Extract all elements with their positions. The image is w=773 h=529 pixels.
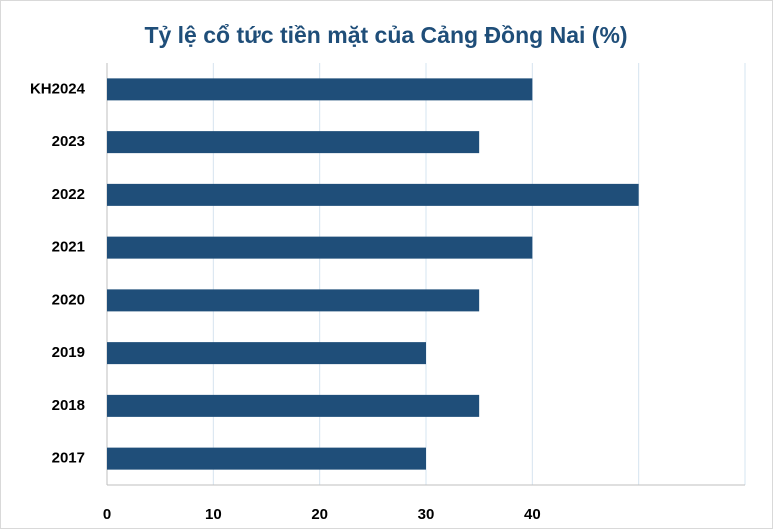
bar bbox=[107, 78, 533, 101]
bar bbox=[107, 183, 639, 206]
y-tick-label: 2020 bbox=[52, 291, 85, 308]
y-tick-label: 2017 bbox=[52, 450, 85, 467]
chart-title: Tỷ lệ cổ tức tiền mặt của Cảng Đồng Nai … bbox=[144, 22, 627, 48]
x-tick-label: 10 bbox=[205, 506, 222, 523]
y-tick-label: 2021 bbox=[52, 239, 85, 256]
bar bbox=[107, 289, 480, 312]
bar bbox=[107, 236, 533, 259]
bar bbox=[107, 131, 480, 154]
y-tick-label: 2018 bbox=[52, 397, 85, 414]
x-tick-label: 20 bbox=[311, 506, 328, 523]
bar bbox=[107, 342, 426, 365]
bar bbox=[107, 394, 480, 417]
y-tick-label: 2023 bbox=[52, 133, 85, 150]
y-tick-label: 2019 bbox=[52, 344, 85, 361]
y-tick-label: 2022 bbox=[52, 186, 85, 203]
bar bbox=[107, 447, 426, 470]
x-tick-label: 0 bbox=[103, 506, 111, 523]
x-tick-label: 40 bbox=[524, 506, 541, 523]
x-tick-label: 30 bbox=[418, 506, 435, 523]
y-tick-label: KH2024 bbox=[30, 80, 86, 97]
